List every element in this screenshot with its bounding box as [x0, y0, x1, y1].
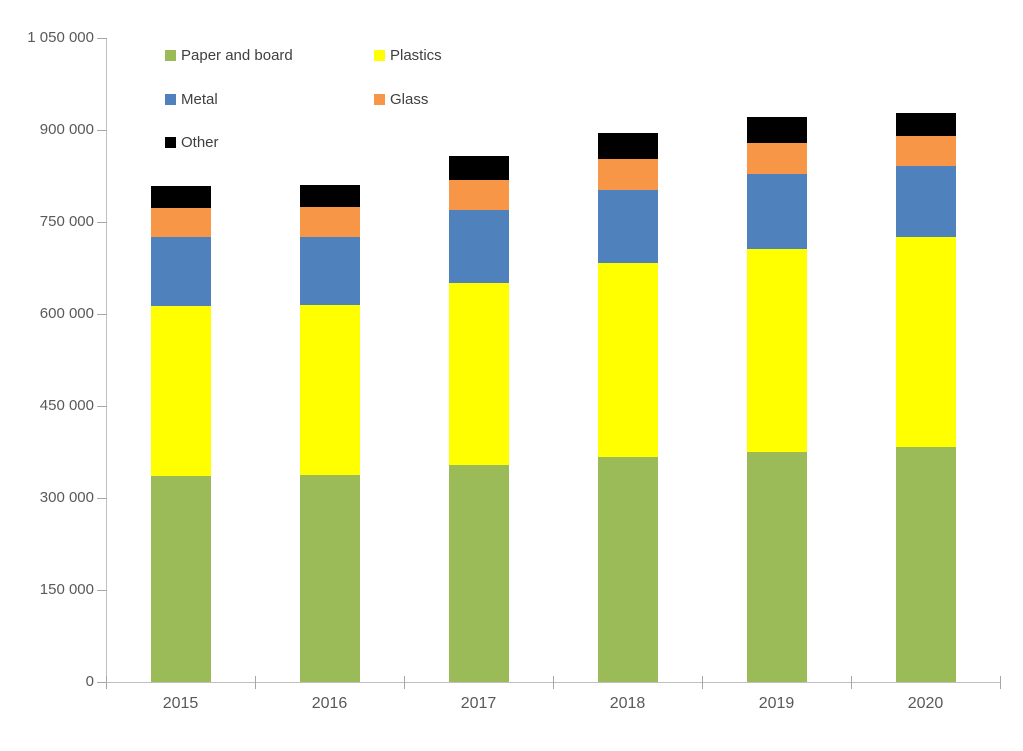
bar-segment-glass-2017[interactable] [448, 179, 509, 210]
y-axis-tick-label: 900 000 [39, 121, 94, 138]
bar-segment-plastics-2019[interactable] [746, 249, 807, 452]
y-axis-tick-label: 0 [85, 673, 94, 690]
legend-swatch-glass [374, 94, 385, 105]
y-axis-tick-label: 1 050 000 [27, 29, 94, 46]
bar-segment-other-2016[interactable] [299, 184, 360, 208]
legend-label: Glass [390, 91, 429, 108]
x-axis-label-2017: 2017 [460, 695, 497, 712]
bar-segment-paper-and-board-2015[interactable] [150, 475, 211, 682]
y-axis-tick-label: 750 000 [39, 213, 94, 230]
legend-item-glass[interactable]: Glass [374, 91, 429, 108]
y-axis-tick [97, 590, 107, 591]
x-axis-tick [553, 676, 554, 689]
legend-item-plastics[interactable]: Plastics [374, 47, 442, 64]
x-axis-tick [1000, 676, 1001, 689]
bar-segment-glass-2019[interactable] [746, 142, 807, 175]
x-axis-label-2018: 2018 [609, 695, 646, 712]
y-axis-tick-label: 450 000 [39, 397, 94, 414]
x-axis-tick [851, 676, 852, 689]
legend-swatch-paper-and-board [165, 50, 176, 61]
y-axis-tick [97, 222, 107, 223]
y-axis-tick [97, 130, 107, 131]
bar-2018 [597, 38, 658, 682]
legend-item-paper-and-board[interactable]: Paper and board [165, 47, 293, 64]
bar-segment-other-2018[interactable] [597, 133, 658, 159]
bar-segment-paper-and-board-2019[interactable] [746, 452, 807, 682]
y-axis-line [106, 38, 107, 682]
bar-segment-paper-and-board-2018[interactable] [597, 456, 658, 682]
y-axis-tick [97, 682, 107, 683]
bar-segment-other-2017[interactable] [448, 155, 509, 180]
bar-2019 [746, 38, 807, 682]
y-axis-tick [97, 498, 107, 499]
y-axis-tick-label: 600 000 [39, 305, 94, 322]
bar-segment-paper-and-board-2016[interactable] [299, 475, 360, 682]
legend-label: Other [181, 134, 219, 151]
bar-segment-metal-2019[interactable] [746, 174, 807, 249]
bar-2020 [895, 38, 956, 682]
bar-segment-metal-2017[interactable] [448, 209, 509, 283]
legend-label: Metal [181, 91, 218, 108]
x-axis-tick [702, 676, 703, 689]
bar-segment-metal-2015[interactable] [150, 236, 211, 307]
bar-segment-glass-2020[interactable] [895, 136, 956, 167]
bar-segment-metal-2020[interactable] [895, 166, 956, 238]
bar-segment-metal-2016[interactable] [299, 237, 360, 306]
y-axis-tick [97, 314, 107, 315]
x-axis-label-2020: 2020 [907, 695, 944, 712]
legend-label: Paper and board [181, 47, 293, 64]
bar-segment-plastics-2018[interactable] [597, 263, 658, 457]
bar-segment-plastics-2020[interactable] [895, 237, 956, 448]
legend-item-other[interactable]: Other [165, 134, 219, 151]
legend-swatch-other [165, 137, 176, 148]
y-axis-tick-label: 150 000 [39, 581, 94, 598]
legend-item-metal[interactable]: Metal [165, 91, 218, 108]
bar-segment-other-2020[interactable] [895, 112, 956, 137]
bar-2015 [150, 38, 211, 682]
x-axis-label-2016: 2016 [311, 695, 348, 712]
legend-label: Plastics [390, 47, 442, 64]
y-axis-tick [97, 38, 107, 39]
bar-segment-other-2015[interactable] [150, 185, 211, 208]
bar-segment-glass-2015[interactable] [150, 207, 211, 237]
x-axis-tick [106, 676, 107, 689]
bar-segment-other-2019[interactable] [746, 117, 807, 143]
bar-segment-plastics-2015[interactable] [150, 306, 211, 476]
bar-2017 [448, 38, 509, 682]
bar-segment-glass-2016[interactable] [299, 207, 360, 238]
x-axis-tick [404, 676, 405, 689]
y-axis-tick [97, 406, 107, 407]
bar-segment-plastics-2017[interactable] [448, 282, 509, 465]
legend-swatch-plastics [374, 50, 385, 61]
x-axis-tick [255, 676, 256, 689]
bar-segment-paper-and-board-2020[interactable] [895, 447, 956, 682]
legend-swatch-metal [165, 94, 176, 105]
bar-segment-glass-2018[interactable] [597, 158, 658, 191]
bar-segment-plastics-2016[interactable] [299, 305, 360, 476]
bar-segment-paper-and-board-2017[interactable] [448, 464, 509, 682]
y-axis-tick-label: 300 000 [39, 489, 94, 506]
x-axis-label-2019: 2019 [758, 695, 795, 712]
bar-2016 [299, 38, 360, 682]
x-axis-label-2015: 2015 [162, 695, 199, 712]
bar-segment-metal-2018[interactable] [597, 190, 658, 264]
